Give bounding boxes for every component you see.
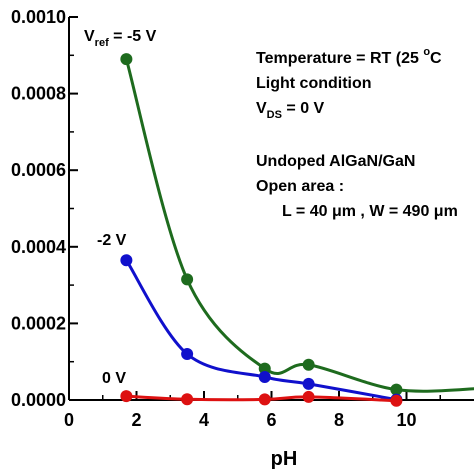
series-label-0v: 0 V [102, 370, 126, 387]
annotation-material: Undoped AlGaN/GaN [256, 153, 415, 170]
series-label-vref-5v: Vref = -5 V [84, 28, 157, 49]
annotation-vds: VDS = 0 V [256, 100, 325, 121]
y-tick-label: 0.0004 [11, 237, 66, 257]
x-tick-label: 4 [199, 410, 209, 430]
series-label-minus2v: -2 V [97, 232, 127, 249]
data-point-s2-2 [258, 393, 271, 406]
data-point-s0-4 [390, 383, 403, 396]
data-point-s1-3 [302, 377, 315, 390]
annotation-light-condition: Light condition [256, 75, 372, 92]
x-tick-label: 0 [64, 410, 74, 430]
x-axis-title: pH [271, 448, 298, 470]
y-tick-label: 0.0002 [11, 313, 66, 333]
data-point-s1-1 [181, 348, 194, 361]
data-point-s0-3 [302, 358, 315, 371]
data-point-s0-0 [120, 53, 133, 66]
data-point-s0-1 [181, 273, 194, 286]
plot-area: 0.0000 0.0002 0.0004 0.0006 0.0008 0.0010 0 2 4 6… [11, 7, 474, 430]
x-tick-label: 10 [396, 410, 416, 430]
annotation-dimensions: L = 40 μm , W = 490 μm [282, 203, 458, 220]
y-tick-label: 0.0008 [11, 84, 66, 104]
data-point-s0-2 [258, 362, 271, 375]
data-point-s1-2 [258, 371, 271, 384]
data-point-s2-3 [302, 390, 315, 403]
data-point-s2-4 [390, 394, 403, 407]
y-tick-label: 0.0006 [11, 160, 66, 180]
data-point-s2-0 [120, 390, 133, 403]
data-point-s1-0 [120, 254, 133, 267]
annotation-temperature: Temperature = RT (25 oC [256, 46, 442, 67]
y-tick-label: 0.0010 [11, 7, 66, 27]
data-point-s2-1 [181, 393, 194, 406]
x-tick-label: 6 [266, 410, 276, 430]
x-tick-label: 8 [334, 410, 344, 430]
annotation-open-area: Open area : [256, 178, 344, 195]
y-tick-label: 0.0000 [11, 390, 66, 410]
x-tick-label: 2 [131, 410, 141, 430]
